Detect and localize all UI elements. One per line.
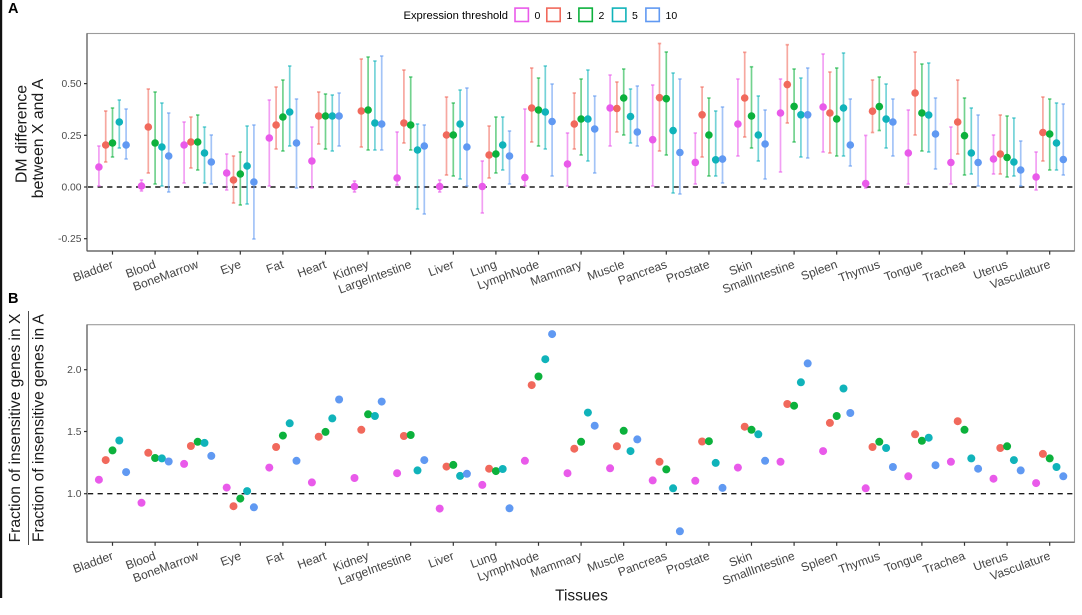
svg-text:2.0: 2.0 xyxy=(67,365,82,376)
svg-text:B: B xyxy=(8,291,18,307)
svg-text:Fraction of insensitive genes: Fraction of insensitive genes in A xyxy=(31,313,48,542)
svg-text:10: 10 xyxy=(666,10,678,22)
svg-text:0.00: 0.00 xyxy=(61,183,81,194)
svg-text:1: 1 xyxy=(567,10,573,22)
svg-text:Expression threshold: Expression threshold xyxy=(404,10,508,22)
svg-text:2: 2 xyxy=(599,10,605,22)
svg-text:1.5: 1.5 xyxy=(67,427,82,438)
svg-text:Eye: Eye xyxy=(218,257,243,277)
svg-text:A: A xyxy=(8,1,19,17)
svg-text:0.50: 0.50 xyxy=(61,79,81,90)
svg-text:Fraction of insensitive genes: Fraction of insensitive genes in X xyxy=(7,313,24,542)
svg-text:1.0: 1.0 xyxy=(67,489,82,500)
svg-text:0: 0 xyxy=(535,10,541,22)
svg-text:-0.25: -0.25 xyxy=(58,234,82,245)
svg-text:5: 5 xyxy=(632,10,638,22)
svg-text:0.25: 0.25 xyxy=(61,131,81,142)
svg-text:Eye: Eye xyxy=(218,549,243,569)
svg-text:DM difference: DM difference xyxy=(13,85,30,183)
svg-text:Fat: Fat xyxy=(264,257,286,276)
svg-text:Fat: Fat xyxy=(264,548,286,567)
svg-text:between X and A: between X and A xyxy=(30,78,47,198)
svg-text:Tissues: Tissues xyxy=(555,588,608,605)
